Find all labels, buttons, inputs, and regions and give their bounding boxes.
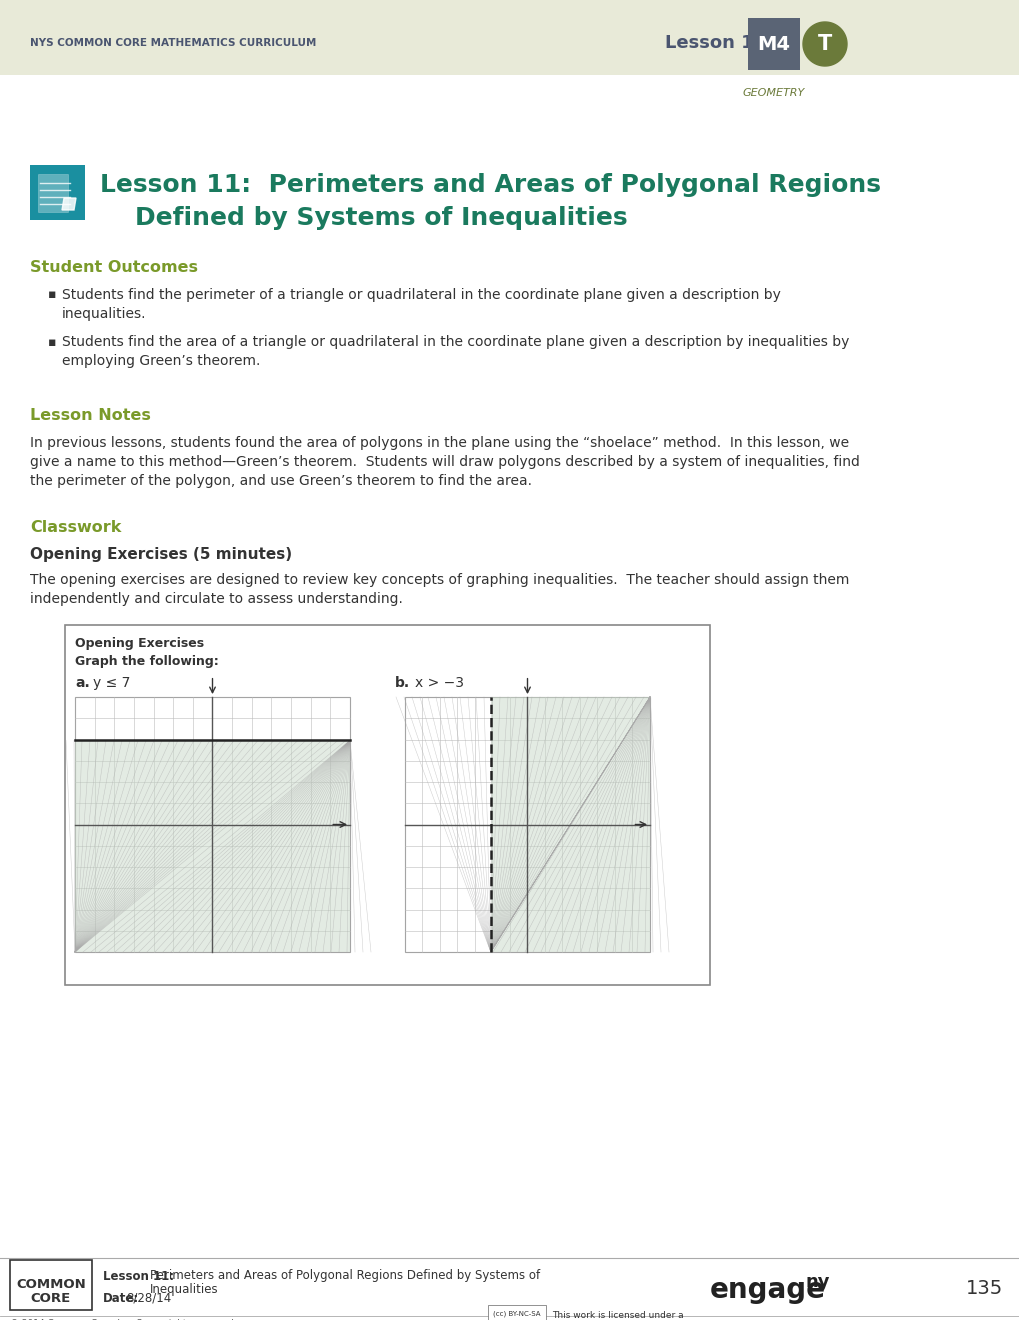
Text: the perimeter of the polygon, and use Green’s theorem to find the area.: the perimeter of the polygon, and use Gr… <box>30 474 532 488</box>
Text: inequalities.: inequalities. <box>62 308 147 321</box>
Bar <box>75 741 350 952</box>
Bar <box>75 697 350 952</box>
Text: In previous lessons, students found the area of polygons in the plane using the : In previous lessons, students found the … <box>30 436 848 450</box>
Bar <box>38 174 68 213</box>
Bar <box>30 165 85 220</box>
Text: Lesson Notes: Lesson Notes <box>30 408 151 422</box>
Text: a.: a. <box>75 676 90 690</box>
Text: b.: b. <box>394 676 410 690</box>
Bar <box>490 697 649 952</box>
Text: The opening exercises are designed to review key concepts of graphing inequaliti: The opening exercises are designed to re… <box>30 573 849 587</box>
Bar <box>0 0 1019 75</box>
Polygon shape <box>62 198 76 210</box>
Text: Classwork: Classwork <box>30 520 121 536</box>
Text: Inequalities: Inequalities <box>150 1283 218 1295</box>
Bar <box>487 1305 545 1320</box>
Text: (cc) BY-NC-SA: (cc) BY-NC-SA <box>493 1311 540 1317</box>
Text: NYS COMMON CORE MATHEMATICS CURRICULUM: NYS COMMON CORE MATHEMATICS CURRICULUM <box>30 38 316 48</box>
Text: ny: ny <box>805 1272 829 1291</box>
Text: Students find the area of a triangle or quadrilateral in the coordinate plane gi: Students find the area of a triangle or … <box>62 335 849 348</box>
Text: Opening Exercises (5 minutes): Opening Exercises (5 minutes) <box>30 548 291 562</box>
Text: independently and circulate to assess understanding.: independently and circulate to assess un… <box>30 591 403 606</box>
Bar <box>10 1261 92 1309</box>
Text: Defined by Systems of Inequalities: Defined by Systems of Inequalities <box>100 206 627 230</box>
Text: ▪: ▪ <box>48 335 56 348</box>
Text: Date:: Date: <box>103 1291 140 1304</box>
Text: Lesson 11:: Lesson 11: <box>103 1270 174 1283</box>
Text: GEOMETRY: GEOMETRY <box>742 88 804 98</box>
Text: Students find the perimeter of a triangle or quadrilateral in the coordinate pla: Students find the perimeter of a triangl… <box>62 288 781 302</box>
Polygon shape <box>802 22 846 66</box>
Text: engage: engage <box>709 1276 825 1304</box>
Bar <box>65 624 709 985</box>
Text: employing Green’s theorem.: employing Green’s theorem. <box>62 354 260 368</box>
Text: T: T <box>817 34 832 54</box>
Text: Student Outcomes: Student Outcomes <box>30 260 198 276</box>
Bar <box>747 18 799 70</box>
Text: COMMON: COMMON <box>16 1278 86 1291</box>
Text: Graph the following:: Graph the following: <box>75 655 218 668</box>
Text: Perimeters and Areas of Polygonal Regions Defined by Systems of: Perimeters and Areas of Polygonal Region… <box>150 1270 540 1283</box>
Text: Lesson 11: Lesson 11 <box>664 34 765 51</box>
Text: CORE: CORE <box>31 1291 71 1304</box>
Text: 8/28/14: 8/28/14 <box>126 1291 171 1304</box>
Text: x > −3: x > −3 <box>415 676 464 690</box>
Text: 135: 135 <box>965 1279 1003 1298</box>
Text: Lesson 11:  Perimeters and Areas of Polygonal Regions: Lesson 11: Perimeters and Areas of Polyg… <box>100 173 880 197</box>
Text: ▪: ▪ <box>48 289 56 301</box>
Text: This work is licensed under a: This work is licensed under a <box>551 1311 683 1320</box>
Text: give a name to this method—Green’s theorem.  Students will draw polygons describ: give a name to this method—Green’s theor… <box>30 455 859 469</box>
Text: y ≤ 7: y ≤ 7 <box>93 676 130 690</box>
Bar <box>405 697 649 952</box>
Text: Opening Exercises: Opening Exercises <box>75 636 204 649</box>
Text: M4: M4 <box>757 34 790 54</box>
